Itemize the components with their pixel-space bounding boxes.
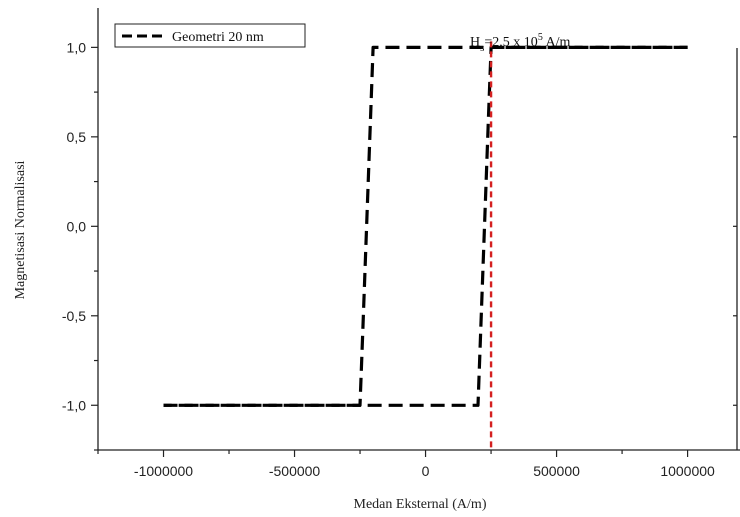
x-tick-label: 500000 bbox=[533, 463, 580, 479]
x-tick-labels: -1000000 -500000 0 500000 1000000 bbox=[134, 463, 715, 479]
y-tick-label: -0,5 bbox=[62, 308, 86, 324]
y-tick-label: -1,0 bbox=[62, 397, 86, 413]
y-tick-label: 1,0 bbox=[67, 39, 87, 55]
legend-label: Geometri 20 nm bbox=[172, 30, 264, 45]
axis-ticks bbox=[91, 46, 737, 457]
annotation-superscript: 5 bbox=[538, 32, 543, 43]
x-axis-title: Medan Eksternal (A/m) bbox=[354, 497, 487, 512]
x-tick-label: 0 bbox=[422, 463, 430, 479]
plot-frame bbox=[97, 8, 740, 451]
y-tick-labels: 1,0 0,5 0,0 -0,5 -1,0 bbox=[62, 39, 86, 413]
annotation-text: =2,5 x 10 bbox=[484, 35, 537, 50]
y-axis-title: Magnetisasi Normalisasi bbox=[13, 160, 28, 299]
legend-frame bbox=[114, 23, 306, 48]
x-tick-label: -500000 bbox=[269, 463, 321, 479]
saturation-annotation: Hs=2,5 x 105 A/m bbox=[470, 32, 571, 54]
x-tick-label: -1000000 bbox=[134, 463, 193, 479]
x-tick-label: 1000000 bbox=[660, 463, 715, 479]
annotation-base: H bbox=[470, 35, 480, 50]
legend: Geometri 20 nm bbox=[114, 23, 306, 48]
annotation-suffix: A/m bbox=[543, 35, 571, 50]
annotation-subscript: s bbox=[480, 42, 484, 54]
y-tick-label: 0,5 bbox=[67, 129, 87, 145]
y-tick-label: 0,0 bbox=[67, 218, 87, 234]
